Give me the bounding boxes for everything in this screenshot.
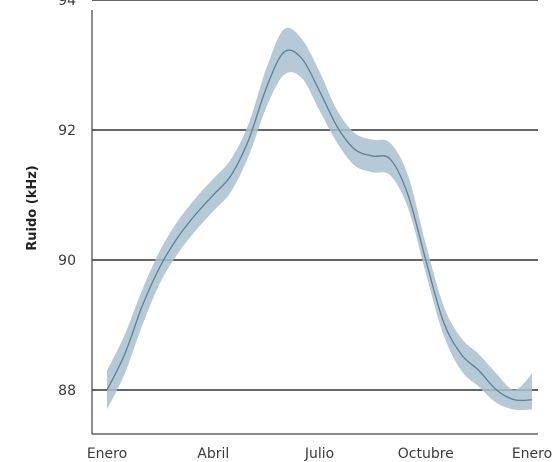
x-tick-label: Enero bbox=[87, 446, 127, 462]
y-tick-label: 92 bbox=[58, 123, 76, 139]
grid-lines bbox=[92, 0, 538, 391]
x-tick-label: Julio bbox=[304, 446, 334, 462]
confidence-band bbox=[107, 27, 532, 410]
x-tick-label: Enero bbox=[512, 446, 552, 462]
y-tick-labels: 88 90 92 94 bbox=[58, 0, 76, 399]
y-axis-title: Ruido (kHz) bbox=[25, 165, 40, 250]
series-line bbox=[106, 49, 533, 402]
y-tick-label: 90 bbox=[58, 253, 76, 269]
x-tick-label: Octubre bbox=[398, 446, 454, 462]
x-tick-labels: Enero Abril Julio Octubre Enero bbox=[87, 446, 552, 462]
y-tick-label: 88 bbox=[58, 383, 76, 399]
x-tick-label: Abril bbox=[197, 446, 229, 462]
y-tick-label: 94 bbox=[58, 0, 76, 9]
